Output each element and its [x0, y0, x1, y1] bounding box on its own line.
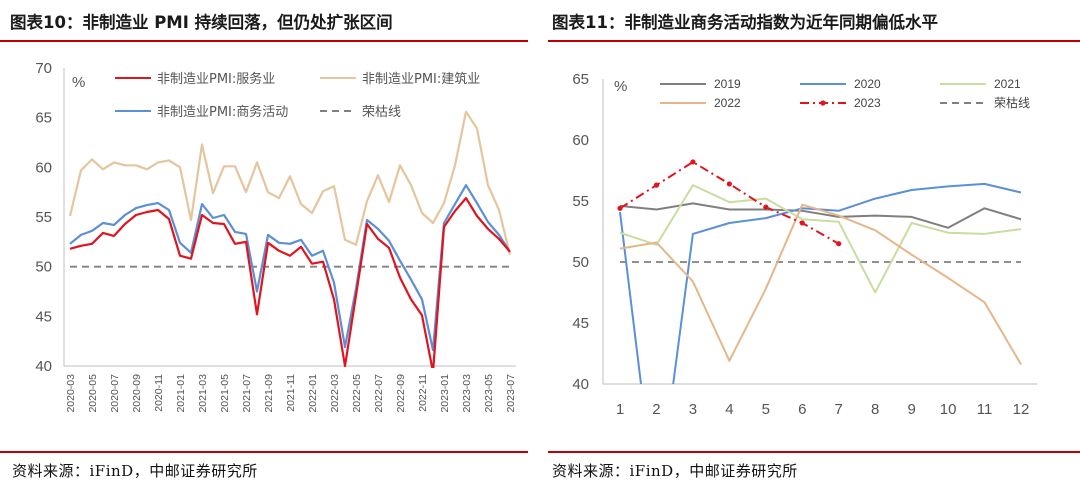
left-legend-label: 非制造业PMI:建筑业: [362, 71, 480, 87]
left-x-tick-label: 2022-11: [417, 374, 429, 412]
left-y-tick-label: 40: [35, 358, 52, 375]
left-x-tick-label: 2020-05: [87, 374, 99, 413]
right-x-tick-label: 5: [762, 401, 770, 418]
right-x-tick-label: 2: [652, 401, 660, 418]
left-y-tick-label: 65: [35, 110, 52, 127]
right-series-marker: [690, 159, 696, 165]
left-chart-title: 图表10：非制造业 PMI 持续回落，但仍处扩张区间: [10, 13, 393, 32]
right-series-line-1: [619, 182, 1022, 384]
left-series-line-0: [69, 197, 511, 368]
left-x-tick-label: 2020-03: [65, 374, 77, 413]
left-x-tick-label: 2022-09: [395, 374, 407, 413]
left-x-tick-label: 2023-01: [439, 374, 451, 413]
right-legend-label: 2021: [994, 77, 1021, 91]
right-series-line-0: [619, 202, 1022, 229]
left-source-divider: [0, 451, 528, 453]
left-legend-label: 非制造业PMI:商务活动: [157, 104, 288, 120]
left-x-tick-label: 2020-07: [109, 374, 121, 413]
right-x-tick-label: 3: [689, 401, 697, 418]
left-y-tick-label: 55: [35, 209, 52, 226]
right-y-tick-label: 40: [572, 376, 589, 393]
right-legend-label: 2019: [714, 77, 741, 91]
right-y-tick-label: 45: [572, 315, 589, 332]
right-title-divider: [548, 40, 1080, 42]
left-x-tick-label: 2021-09: [263, 374, 275, 413]
left-x-tick-label: 2021-01: [175, 374, 187, 413]
right-x-tick-label: 8: [871, 401, 879, 418]
right-x-tick-label: 12: [1013, 401, 1030, 418]
right-unit-label: %: [614, 78, 627, 95]
right-y-tick-label: 55: [572, 193, 589, 210]
right-y-tick-label: 60: [572, 132, 589, 149]
left-x-tick-label: 2022-07: [373, 374, 385, 413]
left-x-tick-label: 2022-05: [351, 374, 363, 413]
right-legend-label: 2020: [854, 77, 881, 91]
left-x-tick-label: 2023-03: [461, 374, 473, 413]
right-legend-marker: [820, 100, 826, 106]
right-series-marker: [617, 205, 623, 211]
left-series-line-1: [68, 110, 512, 255]
right-y-tick-label: 65: [572, 71, 589, 88]
right-legend-label: 2022: [714, 96, 741, 110]
left-y-tick-label: 45: [35, 308, 52, 325]
right-x-tick-label: 11: [977, 401, 993, 418]
right-source-note: 资料来源：iFinD，中邮证券研究所: [552, 462, 798, 480]
right-series-line-3: [619, 203, 1022, 366]
right-series-marker: [763, 204, 769, 210]
left-x-tick-label: 2023-05: [483, 374, 495, 413]
left-series-line-2: [69, 184, 511, 352]
left-x-tick-label: 2020-11: [153, 374, 165, 412]
right-series-marker: [799, 220, 805, 226]
left-x-tick-label: 2021-05: [219, 374, 231, 413]
left-x-tick-label: 2020-09: [131, 374, 143, 413]
left-y-tick-label: 50: [35, 259, 52, 276]
left-x-tick-label: 2021-07: [241, 374, 253, 413]
left-y-tick-label: 70: [35, 60, 52, 77]
right-x-tick-label: 10: [940, 401, 957, 418]
right-x-tick-label: 1: [616, 401, 624, 418]
left-x-tick-label: 2023-07: [505, 374, 517, 413]
left-x-tick-label: 2021-11: [285, 374, 297, 412]
right-series-marker: [653, 182, 660, 188]
left-x-tick-label: 2022-03: [329, 374, 341, 413]
left-title-divider: [0, 40, 528, 42]
left-x-tick-label: 2021-03: [197, 374, 209, 413]
left-legend-label: 非制造业PMI:服务业: [157, 71, 275, 87]
left-unit-label: %: [72, 74, 85, 91]
left-source-note: 资料来源：iFinD，中邮证券研究所: [12, 462, 258, 480]
right-series-marker: [836, 241, 842, 247]
left-x-tick-label: 2022-01: [307, 374, 319, 413]
right-chart-title: 图表11：非制造业商务活动指数为近年同期偏低水平: [552, 13, 938, 32]
right-legend-label: 荣枯线: [994, 95, 1030, 110]
right-legend-label: 2023: [854, 96, 881, 110]
left-y-tick-label: 60: [35, 159, 52, 176]
right-y-tick-label: 50: [572, 254, 589, 271]
right-x-tick-label: 4: [725, 401, 733, 418]
right-x-tick-label: 7: [835, 401, 843, 418]
left-legend-label: 荣枯线: [362, 105, 401, 120]
right-series-marker: [726, 181, 732, 187]
right-x-tick-label: 6: [798, 401, 806, 418]
right-series-line-2: [619, 184, 1022, 294]
right-x-tick-label: 9: [907, 401, 915, 418]
right-source-divider: [548, 451, 1080, 453]
